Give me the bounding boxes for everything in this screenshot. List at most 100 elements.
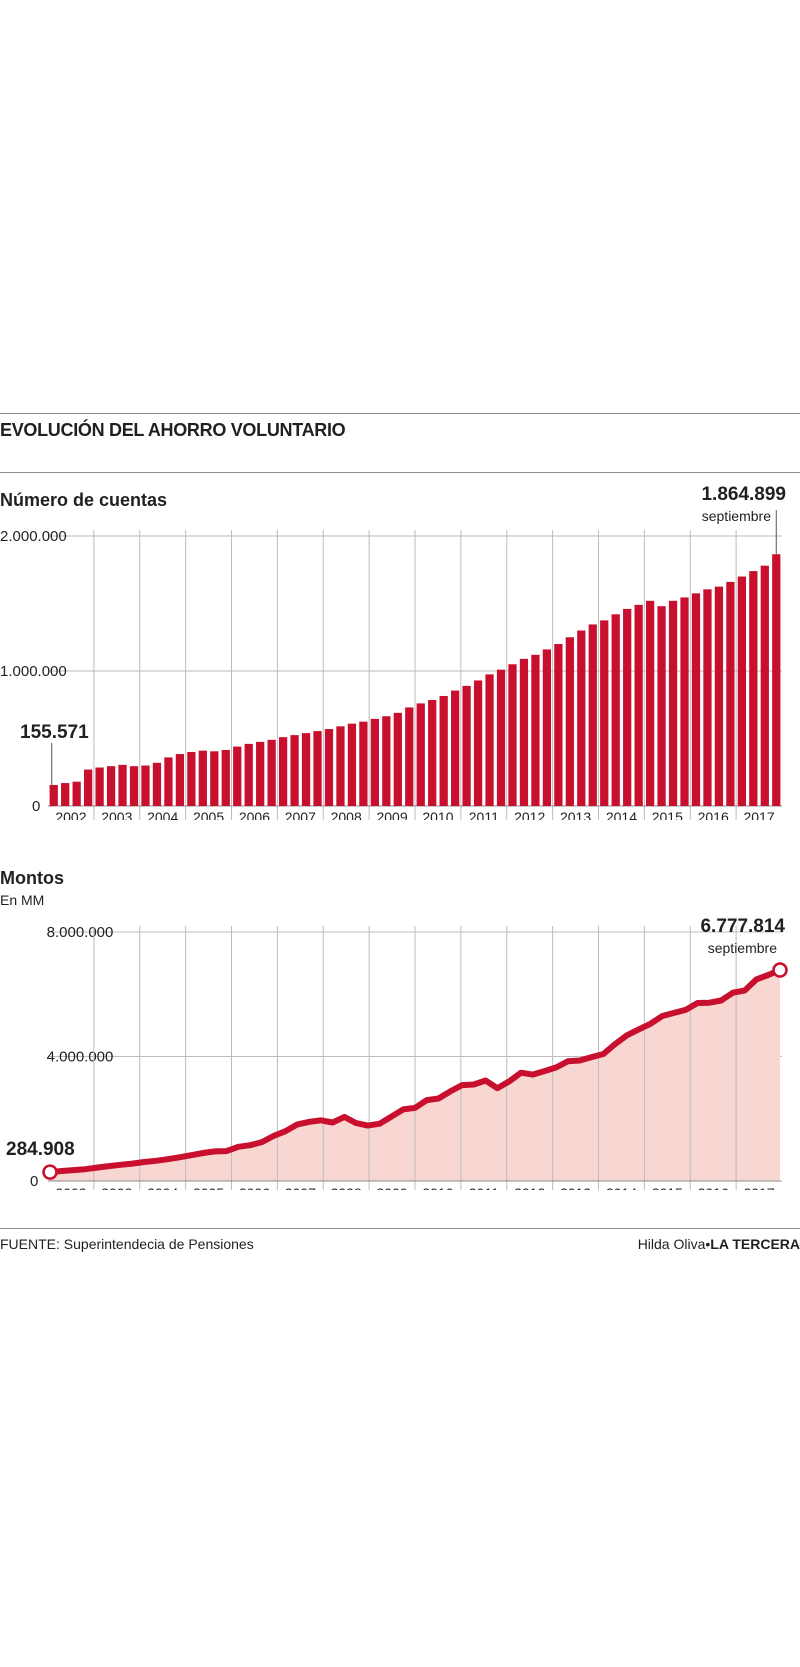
y-tick-label: 4.000.000 bbox=[47, 1049, 114, 1066]
bar bbox=[393, 712, 402, 806]
bar bbox=[611, 614, 620, 806]
x-tick-label: 2013 bbox=[560, 1185, 591, 1190]
x-tick-label: 2015 bbox=[652, 809, 683, 820]
data-point-start bbox=[42, 1164, 58, 1180]
bar bbox=[347, 723, 357, 806]
bar bbox=[451, 690, 460, 806]
y-tick-label: 8.000.000 bbox=[47, 924, 114, 941]
annotation-start-value: 155.571 bbox=[20, 722, 89, 743]
bar bbox=[175, 754, 185, 806]
bar bbox=[164, 757, 173, 806]
bar bbox=[210, 751, 219, 806]
x-tick-label: 2005 bbox=[193, 1185, 224, 1190]
bar bbox=[462, 685, 471, 806]
bar bbox=[278, 737, 288, 806]
bar bbox=[405, 707, 414, 806]
source-note: FUENTE: Superintendecia de Pensiones bbox=[0, 1236, 254, 1252]
bar bbox=[565, 637, 574, 806]
bar bbox=[416, 703, 425, 806]
bar bbox=[680, 597, 689, 806]
x-tick-label: 2009 bbox=[376, 1185, 407, 1190]
x-tick-label: 2016 bbox=[698, 1185, 729, 1190]
bar bbox=[290, 735, 299, 806]
bar bbox=[324, 729, 334, 806]
x-tick-label: 2006 bbox=[239, 809, 270, 820]
x-tick-label: 2012 bbox=[514, 1185, 545, 1190]
x-tick-label: 2013 bbox=[560, 809, 591, 820]
x-tick-label: 2003 bbox=[101, 809, 132, 820]
bar bbox=[439, 695, 448, 806]
bar bbox=[382, 716, 391, 806]
bar bbox=[554, 644, 563, 806]
x-tick-label: 2010 bbox=[422, 809, 453, 820]
area-chart: 8.000.000 4.000.000 0 2002 2003 2004 2005 2006 2… bbox=[6, 916, 788, 1190]
credit-separator: • bbox=[705, 1236, 711, 1252]
bar bbox=[106, 766, 116, 806]
bar-chart-title: Número de cuentas bbox=[0, 490, 168, 510]
bar bbox=[118, 764, 127, 806]
bar bbox=[313, 731, 322, 806]
x-tick-label: 2012 bbox=[514, 809, 545, 820]
bar bbox=[737, 576, 746, 806]
bar bbox=[726, 581, 735, 806]
bar bbox=[542, 649, 552, 806]
y-tick-label: 0 bbox=[32, 798, 40, 815]
x-tick-label: 2007 bbox=[285, 809, 316, 820]
author-name: Hilda Oliva bbox=[637, 1236, 706, 1252]
bar bbox=[691, 593, 701, 806]
bar bbox=[141, 765, 150, 806]
bar bbox=[531, 654, 540, 806]
x-tick-label: 2002 bbox=[55, 809, 86, 820]
page-title: EVOLUCIÓN DEL AHORRO VOLUNTARIO bbox=[0, 420, 346, 440]
x-tick-label: 2011 bbox=[469, 1185, 499, 1190]
bar bbox=[267, 739, 276, 806]
annotation-end-value: 1.864.899 bbox=[701, 484, 786, 505]
x-tick-label: 2004 bbox=[147, 809, 178, 820]
annotation-start-value: 284.908 bbox=[6, 1139, 75, 1160]
bar bbox=[244, 743, 253, 806]
bar bbox=[95, 767, 104, 806]
x-tick-label: 2015 bbox=[652, 1185, 683, 1190]
x-tick-label: 2009 bbox=[376, 809, 407, 820]
bar bbox=[645, 600, 655, 806]
data-point-end bbox=[772, 962, 788, 978]
bar bbox=[519, 658, 529, 806]
y-tick-label: 2.000.000 bbox=[0, 528, 67, 545]
bar bbox=[588, 624, 597, 806]
bar bbox=[336, 726, 345, 806]
bar bbox=[496, 669, 506, 806]
footer-rule bbox=[0, 1228, 800, 1229]
bar bbox=[623, 608, 632, 806]
x-tick-label: 2008 bbox=[331, 1185, 362, 1190]
x-tick-label: 2002 bbox=[55, 1185, 86, 1190]
area-fill bbox=[50, 970, 780, 1181]
bar bbox=[198, 750, 207, 806]
y-tick-label: 0 bbox=[30, 1173, 38, 1190]
x-tick-label: 2011 bbox=[469, 809, 499, 820]
bar bbox=[577, 630, 586, 806]
x-tick-label: 2006 bbox=[239, 1185, 270, 1190]
x-tick-label: 2007 bbox=[285, 1185, 316, 1190]
bar bbox=[749, 571, 758, 806]
bar bbox=[473, 680, 483, 806]
x-tick-label: 2005 bbox=[193, 809, 224, 820]
bar bbox=[634, 604, 643, 806]
bar bbox=[152, 762, 162, 806]
x-tick-label: 2003 bbox=[101, 1185, 132, 1190]
bar bbox=[84, 769, 93, 806]
bar bbox=[600, 620, 609, 806]
bar bbox=[233, 746, 242, 806]
bar bbox=[49, 784, 58, 806]
x-tick-label: 2017 bbox=[743, 1185, 774, 1190]
bar bbox=[370, 718, 379, 806]
series-line bbox=[47, 967, 783, 1176]
bar bbox=[301, 733, 311, 806]
bar bbox=[187, 752, 196, 806]
area-chart-title: Montos bbox=[0, 868, 64, 888]
bar bbox=[72, 781, 81, 806]
bar bbox=[657, 606, 666, 806]
bar bbox=[256, 741, 265, 806]
annotation-end-sublabel: septiembre bbox=[708, 940, 777, 956]
bar bbox=[772, 554, 781, 806]
x-tick-label: 2016 bbox=[698, 809, 729, 820]
